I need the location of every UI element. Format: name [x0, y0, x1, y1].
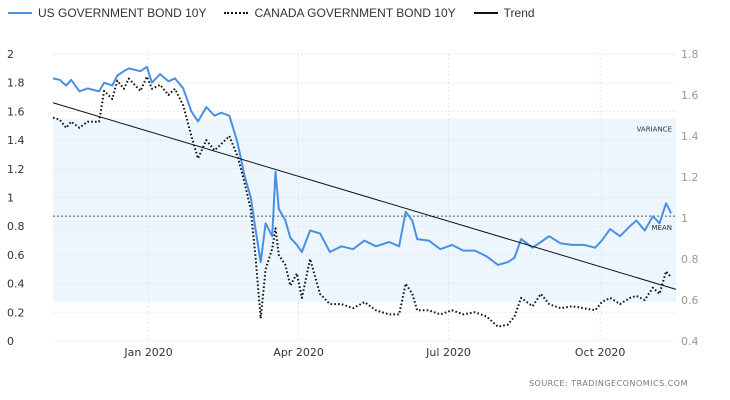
legend-swatch-canada: [224, 12, 249, 14]
bands-layer: [53, 118, 676, 303]
series-layer: [52, 65, 677, 328]
legend-swatch-trend: [473, 12, 498, 14]
x-tick-label: Apr 2020: [273, 346, 324, 359]
axis-layer: 0 0.2 0.4 0.6 0.8 1 1.2 1.4 1.6 1.8 2 0.4 0.6 0.8 1 1.2…: [7, 48, 699, 359]
legend-item-trend[interactable]: Trend: [473, 6, 535, 20]
y-right-tick-label: 0.6: [681, 294, 699, 307]
y-left-tick-label: 0.4: [7, 278, 25, 291]
trend-line: [52, 102, 677, 290]
y-right-tick-label: 1.6: [681, 89, 699, 102]
mean-label: MEAN: [652, 224, 673, 232]
y-left-tick-label: 1.6: [7, 105, 25, 118]
legend-item-canada[interactable]: CANADA GOVERNMENT BOND 10Y: [224, 6, 456, 20]
x-tick-label: Jul 2020: [425, 346, 471, 359]
y-left-tick-label: 0.6: [7, 249, 25, 262]
y-left-tick-label: 0: [7, 335, 14, 348]
source-credit: SOURCE: TRADINGECONOMICS.COM: [528, 379, 688, 388]
us-bond-line: [52, 65, 672, 266]
y-right-tick-label: 0.8: [681, 253, 699, 266]
legend-label-us: US GOVERNMENT BOND 10Y: [38, 6, 207, 20]
y-left-tick-label: 1.2: [7, 163, 25, 176]
y-right-tick-label: 1.4: [681, 130, 699, 143]
legend-item-us[interactable]: US GOVERNMENT BOND 10Y: [8, 6, 206, 20]
y-right-tick-label: 0.4: [681, 335, 699, 348]
y-left-tick-label: 1: [7, 192, 14, 205]
legend-swatch-us: [8, 12, 32, 14]
legend-label-trend: Trend: [503, 6, 535, 20]
y-left-tick-label: 1.8: [7, 77, 25, 90]
y-left-tick-label: 1.4: [7, 134, 25, 147]
y-left-tick-label: 2: [7, 48, 14, 61]
y-left-tick-label: 0.2: [7, 306, 25, 319]
x-tick-label: Jan 2020: [123, 346, 172, 359]
y-right-tick-label: 1.2: [681, 171, 699, 184]
y-left-tick-label: 0.8: [7, 220, 25, 233]
canada-bond-line: [52, 75, 672, 328]
y-right-tick-label: 1: [681, 212, 688, 225]
x-tick-label: Oct 2020: [575, 346, 626, 359]
legend-label-canada: CANADA GOVERNMENT BOND 10Y: [254, 6, 456, 20]
chart-legend: US GOVERNMENT BOND 10Y CANADA GOVERNMENT…: [8, 6, 553, 20]
variance-band: [53, 118, 676, 303]
y-right-tick-label: 1.8: [681, 48, 699, 61]
variance-label: VARIANCE: [637, 126, 672, 134]
